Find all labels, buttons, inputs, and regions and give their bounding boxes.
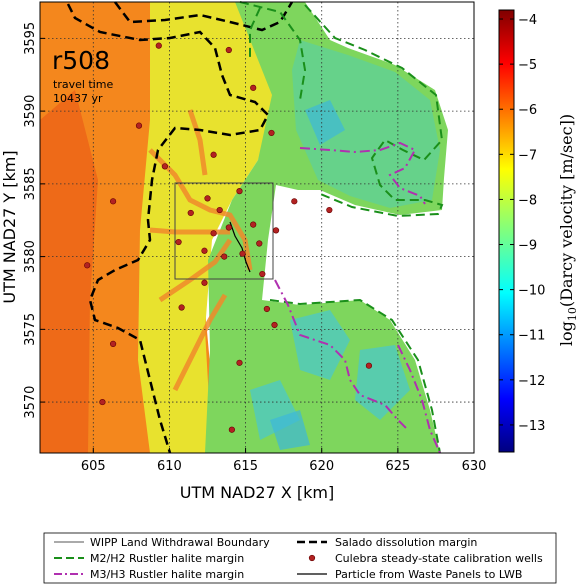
calibration-well — [221, 253, 228, 260]
calibration-well — [236, 359, 243, 366]
calibration-well — [84, 262, 91, 269]
colorbar-label-sub: 10 — [566, 307, 579, 321]
calibration-well — [268, 129, 275, 137]
legend-label-salado: Salado dissolution margin — [335, 536, 477, 549]
legend-label-wells: Culebra steady-state calibration wells — [335, 552, 543, 565]
x-tick-label: 630 — [462, 459, 487, 474]
particle-track — [229, 221, 251, 273]
legend-label-m3h3: M3/H3 Rustler halite margin — [90, 568, 244, 581]
field-far-west-red — [40, 90, 98, 453]
legend-label-wipp: WIPP Land Withdrawal Boundary — [90, 536, 270, 549]
x-tick-label: 625 — [385, 459, 410, 474]
field-green-east — [292, 40, 440, 208]
colorbar-label-prefix: log — [557, 321, 576, 346]
x-axis-title: UTM NAD27 X [km] — [180, 483, 334, 502]
field-yellow-band — [138, 2, 278, 453]
legend-swatch-wells — [308, 554, 316, 562]
colorbar-label: log10(Darcy velocity [m/sec]) — [557, 114, 579, 346]
calibration-well — [271, 321, 278, 329]
y-tick-label: 3580 — [23, 240, 38, 273]
colorbar-tick-label: −13 — [518, 419, 545, 434]
y-tick-label: 3585 — [23, 167, 38, 200]
colorbar-tick-label: −9 — [518, 239, 537, 254]
calibration-well — [250, 84, 257, 91]
calibration-well — [109, 340, 117, 347]
calibration-well — [263, 305, 270, 313]
m3h3-halite-margin-south — [274, 279, 441, 454]
m3h3-halite-margin — [299, 141, 426, 205]
field-outside-domain — [265, 2, 474, 453]
y-axis: 3570 3575 3580 3585 3590 3595 — [23, 22, 45, 419]
colorbar-gradient — [498, 9, 515, 453]
calibration-well — [239, 250, 246, 257]
calibration-well — [256, 240, 263, 247]
colorbar-tick-label: −8 — [518, 193, 537, 208]
travel-time-label: travel time — [53, 78, 113, 91]
colorbar-tick-label: −11 — [518, 329, 545, 344]
calibration-well — [326, 206, 333, 214]
colorbar-tick-label: −6 — [518, 103, 537, 118]
calibration-well — [99, 398, 106, 406]
x-tick-label: 615 — [233, 459, 258, 474]
calibration-well — [250, 221, 257, 228]
travel-time-value: 10437 yr — [53, 92, 103, 105]
calibration-well — [225, 46, 232, 54]
calibration-well — [225, 224, 232, 231]
calibration-well — [135, 122, 143, 129]
colorbar-tick-label: −10 — [518, 284, 545, 299]
y-axis-title: UTM NAD27 Y [km] — [0, 150, 19, 303]
legend: WIPP Land Withdrawal Boundary Salado dis… — [43, 532, 557, 584]
field-orange-channels — [148, 109, 253, 392]
colorbar-tick-label: −12 — [518, 374, 545, 389]
y-tick-label: 3590 — [23, 95, 38, 128]
calibration-well — [365, 362, 373, 369]
map-plot: r508 travel time 10437 yr — [39, 1, 475, 454]
calibration-well — [201, 247, 208, 254]
calibration-well — [204, 195, 211, 202]
grid-lines — [40, 2, 474, 453]
salado-dissolution-margin-north — [114, 1, 294, 32]
m2h2-halite-margin — [239, 1, 444, 218]
colorbar-ticks: −4 −5 −6 −7 −8 −9 −10 −11 −12 −13 — [499, 13, 545, 434]
legend-label-m2h2: M2/H2 Rustler halite margin — [90, 552, 244, 565]
y-tick-label: 3575 — [23, 313, 38, 346]
calibration-well — [201, 279, 208, 286]
m2h2-halite-margin-south — [269, 298, 441, 454]
calibration-well — [175, 238, 182, 246]
colorbar-tick-label: −4 — [518, 13, 537, 28]
colorbar-label-suffix: (Darcy velocity [m/sec]) — [557, 114, 576, 307]
colorbar: −4 −5 −6 −7 −8 −9 −10 −11 −12 −13 log10(Darcy vel… — [498, 9, 579, 453]
y-tick-label: 3595 — [23, 22, 38, 55]
calibration-well — [259, 270, 266, 278]
calibration-well — [161, 163, 168, 170]
calibration-well — [272, 227, 280, 234]
calibration-well — [216, 206, 223, 214]
salado-dissolution-margin — [66, 3, 270, 454]
x-tick-label: 605 — [81, 459, 106, 474]
y-tick-label: 3570 — [23, 386, 38, 419]
calibration-well — [228, 426, 235, 433]
calibration-well — [109, 198, 117, 205]
calibration-well — [236, 188, 243, 195]
calibration-well — [291, 198, 298, 205]
calibration-well — [155, 42, 162, 49]
x-axis: 605 610 615 620 625 630 — [81, 448, 487, 474]
field-cyan-patches — [250, 310, 410, 440]
calibration-well — [210, 230, 217, 237]
calibration-well — [178, 304, 185, 311]
x-tick-label: 620 — [309, 459, 334, 474]
velocity-field — [40, 2, 474, 453]
calibration-well — [210, 151, 217, 158]
plot-frame — [39, 1, 475, 454]
colorbar-tick-label: −7 — [518, 148, 537, 163]
x-tick-label: 610 — [157, 459, 182, 474]
realization-title: r508 — [52, 46, 110, 75]
colorbar-tick-label: −5 — [518, 58, 537, 73]
calibration-well — [187, 209, 194, 217]
legend-label-particle: Particle from Waste Panels to LWB — [335, 568, 522, 581]
calibration-wells — [84, 42, 373, 433]
